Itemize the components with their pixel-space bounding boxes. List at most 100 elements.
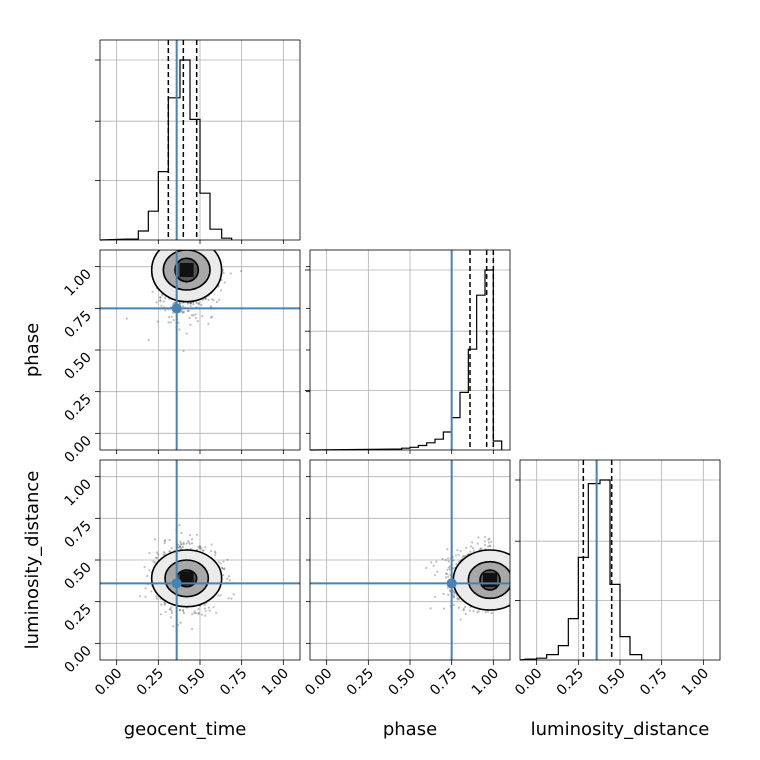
sample-point	[457, 598, 460, 601]
sample-point	[164, 610, 167, 613]
sample-point	[197, 607, 200, 611]
sample-point	[219, 594, 222, 597]
sample-point	[214, 551, 217, 555]
y-axis-label: phase	[22, 323, 43, 377]
x-tick-label: 1.00	[679, 666, 712, 699]
sample-point	[447, 593, 450, 596]
sample-point	[163, 601, 166, 604]
sample-point	[188, 316, 191, 319]
sample-point	[167, 321, 170, 324]
sample-point	[477, 610, 480, 613]
sample-point	[230, 597, 233, 600]
sample-point	[476, 611, 479, 614]
sample-point	[187, 541, 190, 544]
sample-point	[163, 552, 166, 555]
sample-point	[177, 546, 180, 549]
sample-point	[193, 611, 196, 615]
sample-point	[168, 550, 171, 553]
sample-point	[204, 297, 207, 300]
sample-point	[193, 610, 196, 613]
sample-point	[487, 541, 491, 544]
sample-point	[483, 535, 487, 538]
histogram-bar	[309, 269, 503, 451]
sample-point	[169, 616, 173, 619]
sample-point	[468, 609, 471, 612]
sample-point	[452, 589, 455, 592]
sample-point	[188, 534, 192, 537]
sample-point	[179, 545, 182, 548]
sample-point	[162, 300, 165, 303]
sample-point	[172, 318, 175, 322]
sample-point	[179, 540, 182, 543]
sample-point	[227, 597, 230, 600]
sample-point	[194, 611, 198, 615]
sample-point	[454, 554, 458, 557]
truth-marker	[171, 578, 182, 589]
sample-point	[190, 301, 193, 305]
sample-point	[192, 303, 195, 306]
sample-point	[178, 524, 181, 527]
sample-point	[462, 555, 465, 558]
sample-point	[146, 574, 149, 578]
sample-point	[222, 568, 225, 571]
sample-point	[210, 315, 214, 318]
sample-point	[151, 290, 154, 293]
sample-point	[189, 304, 192, 307]
x-tick-label: 0.25	[134, 666, 167, 699]
y-tick-label: 0.00	[61, 643, 94, 676]
sample-point	[447, 575, 450, 578]
sample-point	[148, 569, 151, 572]
sample-point	[156, 556, 159, 559]
sample-point	[448, 565, 452, 568]
sample-point	[484, 611, 487, 614]
sample-point	[197, 303, 200, 306]
sample-point	[436, 570, 439, 573]
sample-point	[190, 542, 194, 545]
sample-point	[180, 543, 183, 546]
y-axis-label: luminosity_distance	[22, 471, 43, 650]
sample-point	[144, 587, 147, 590]
sample-point	[232, 593, 235, 596]
truth-marker	[446, 578, 457, 589]
sample-point	[169, 608, 172, 611]
sample-point	[456, 549, 459, 552]
sample-point	[452, 559, 455, 562]
sample-point	[198, 547, 201, 550]
sample-point	[444, 576, 448, 579]
sample-point	[452, 603, 455, 606]
sample-point	[207, 322, 210, 325]
sample-point	[448, 568, 451, 571]
sample-point	[201, 314, 204, 318]
sample-point	[202, 549, 205, 552]
sample-point	[162, 550, 166, 554]
x-tick-label: 1.00	[259, 666, 292, 699]
sample-point	[441, 557, 444, 561]
sample-point	[180, 531, 183, 535]
sample-point	[207, 606, 211, 609]
sample-point	[425, 566, 428, 569]
x-tick-label: 0.75	[427, 666, 460, 699]
sample-point	[463, 555, 466, 558]
sample-point	[477, 536, 480, 539]
sample-point	[163, 540, 167, 543]
sample-point	[210, 298, 214, 301]
sample-point	[200, 547, 203, 550]
sample-point	[194, 313, 197, 316]
sample-point	[226, 577, 229, 581]
sample-point	[179, 542, 183, 545]
sample-point	[188, 542, 191, 546]
sample-point	[178, 328, 181, 331]
sample-point	[472, 609, 475, 613]
y-tick-label: 1.00	[61, 476, 94, 509]
sample-point	[490, 611, 494, 615]
sample-point	[180, 546, 183, 549]
sample-point	[197, 612, 200, 615]
sample-point	[222, 271, 225, 275]
sample-point	[226, 558, 229, 561]
histogram-panel-geocent_time	[95, 39, 301, 241]
x-tick-label: 0.00	[92, 666, 125, 699]
sample-point	[442, 593, 445, 596]
sample-point	[178, 609, 182, 612]
x-tick-label: 0.50	[385, 666, 418, 699]
truth-marker	[171, 303, 182, 314]
